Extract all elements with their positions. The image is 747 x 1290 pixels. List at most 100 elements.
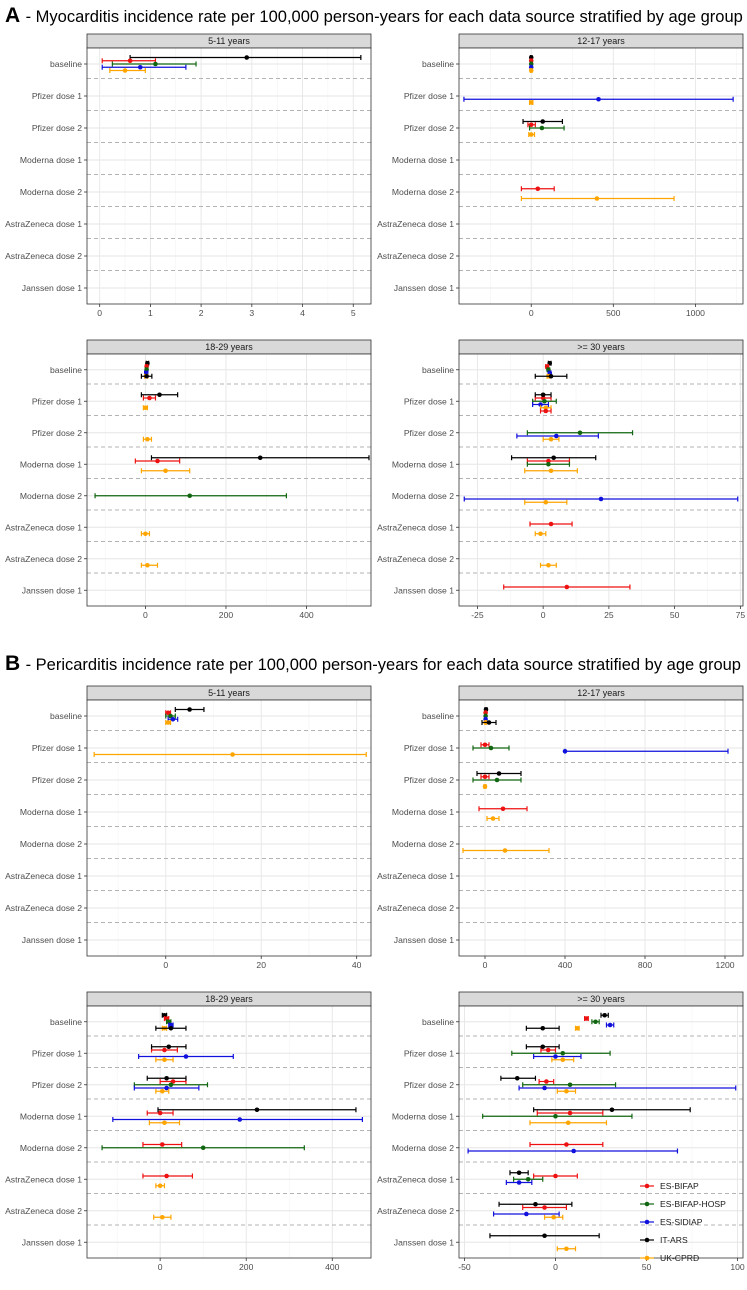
point-estimate xyxy=(540,1025,546,1031)
estimate-it-ars xyxy=(533,1107,691,1113)
x-tick-label: 200 xyxy=(219,610,234,620)
y-tick-label: baseline xyxy=(50,59,82,69)
point-estimate xyxy=(553,433,559,439)
estimate-uk-cprd xyxy=(528,68,534,73)
estimate-uk-cprd xyxy=(556,1088,577,1094)
panel-8: >= 30 years baseline Pfizer dose 1 Pfizer d… xyxy=(377,991,745,1272)
estimate-it-ars xyxy=(510,455,597,461)
y-tick-label: Pfizer dose 2 xyxy=(404,123,454,133)
estimate-es-bifap xyxy=(520,186,555,192)
estimate-es-bifap xyxy=(146,1110,174,1116)
panel-border xyxy=(86,47,372,305)
estimate-uk-cprd xyxy=(142,405,149,411)
estimate-uk-cprd xyxy=(528,100,534,105)
estimate-es-sidiap xyxy=(533,1054,582,1059)
estimate-it-ars xyxy=(150,455,370,461)
estimate-es-sidiap xyxy=(101,64,187,70)
y-tick-label: AstraZeneca dose 2 xyxy=(5,251,82,261)
estimate-es-bifap-hosp xyxy=(528,125,565,131)
panel-border xyxy=(86,1005,372,1259)
y-tick-label: Moderna dose 2 xyxy=(392,187,454,197)
estimate-es-sidiap xyxy=(112,1117,363,1122)
point-estimate xyxy=(482,774,488,780)
y-tick-label: Pfizer dose 1 xyxy=(32,91,82,101)
point-estimate xyxy=(164,1075,169,1081)
legend-key-dot xyxy=(644,1219,650,1225)
panel-border xyxy=(458,353,744,607)
point-estimate xyxy=(540,392,546,398)
point-estimate xyxy=(567,1082,573,1088)
panel-border xyxy=(458,1005,744,1259)
estimate-es-bifap xyxy=(539,408,552,414)
point-estimate xyxy=(500,806,506,812)
estimate-es-bifap xyxy=(503,584,631,590)
point-estimate xyxy=(560,1050,566,1056)
point-estimate xyxy=(540,119,546,124)
x-tick-label: 20 xyxy=(256,960,266,970)
panel-title: 18-29 years xyxy=(205,994,253,1004)
estimate-it-ars xyxy=(600,1012,609,1018)
estimate-es-bifap-hosp xyxy=(133,1082,209,1088)
estimate-it-ars xyxy=(525,1044,560,1050)
x-tick-label: 0 xyxy=(97,308,102,318)
y-tick-label: Pfizer dose 1 xyxy=(32,396,82,406)
estimate-it-ars xyxy=(150,1044,187,1050)
estimate-es-bifap xyxy=(480,742,490,748)
estimate-es-bifap-hosp xyxy=(522,1082,617,1088)
estimate-es-bifap xyxy=(538,1079,555,1084)
point-estimate xyxy=(145,436,150,442)
x-tick-label: 0 xyxy=(158,1262,163,1272)
point-estimate xyxy=(168,1022,174,1028)
estimate-es-bifap xyxy=(159,1079,187,1084)
point-estimate xyxy=(564,584,570,590)
point-estimate xyxy=(535,186,541,192)
y-tick-label: Moderna dose 2 xyxy=(392,1143,454,1153)
point-estimate xyxy=(514,1075,520,1081)
estimate-it-ars xyxy=(140,373,153,379)
x-tick-label: 800 xyxy=(638,960,653,970)
estimate-es-sidiap xyxy=(532,402,550,407)
panel-title: 5-11 years xyxy=(208,36,250,46)
panel-plot-area xyxy=(459,700,743,956)
legend-item: ES-SIDIAP xyxy=(640,1217,703,1227)
point-estimate xyxy=(200,1145,206,1151)
point-estimate xyxy=(607,1022,613,1028)
estimate-it-ars xyxy=(500,1075,537,1081)
legend-item: ES-BIFAP-HOSP xyxy=(640,1199,726,1209)
point-estimate xyxy=(170,1079,176,1084)
section-a-heading: A - Myocarditis incidence rate per 100,0… xyxy=(5,4,743,27)
x-tick-label: 400 xyxy=(325,1262,340,1272)
estimate-it-ars xyxy=(534,392,552,398)
point-estimate xyxy=(164,1016,169,1021)
estimate-uk-cprd xyxy=(155,1183,166,1189)
point-estimate xyxy=(165,710,171,716)
estimate-es-sidiap xyxy=(133,1085,200,1091)
y-tick-label: Janssen dose 1 xyxy=(394,585,454,595)
estimate-uk-cprd xyxy=(539,562,557,568)
y-tick-label: AstraZeneca dose 2 xyxy=(5,554,82,564)
x-tick-label: 100 xyxy=(730,1262,745,1272)
estimate-es-bifap xyxy=(536,1110,604,1116)
y-tick-label: AstraZeneca dose 1 xyxy=(5,522,82,532)
estimate-uk-cprd xyxy=(524,468,578,474)
estimate-it-ars xyxy=(155,1025,187,1031)
point-estimate xyxy=(584,1016,589,1021)
y-tick-label: AstraZeneca dose 2 xyxy=(5,1206,82,1216)
x-tick-label: 400 xyxy=(558,960,573,970)
point-estimate xyxy=(551,455,556,461)
point-estimate xyxy=(565,1120,571,1126)
y-tick-label: AstraZeneca dose 1 xyxy=(377,522,454,532)
point-estimate xyxy=(237,1117,243,1122)
estimate-uk-cprd xyxy=(148,1120,181,1126)
point-estimate xyxy=(548,436,554,442)
panel-plot-area xyxy=(87,354,371,606)
point-estimate xyxy=(160,1088,165,1094)
estimate-es-sidiap xyxy=(605,1022,615,1028)
y-tick-label: Moderna dose 2 xyxy=(20,839,82,849)
y-tick-label: Pfizer dose 2 xyxy=(404,775,454,785)
point-estimate xyxy=(157,1183,163,1189)
point-estimate xyxy=(564,1246,569,1252)
y-tick-label: baseline xyxy=(422,59,454,69)
y-tick-label: Moderna dose 1 xyxy=(392,1111,454,1121)
point-estimate xyxy=(525,1176,531,1182)
